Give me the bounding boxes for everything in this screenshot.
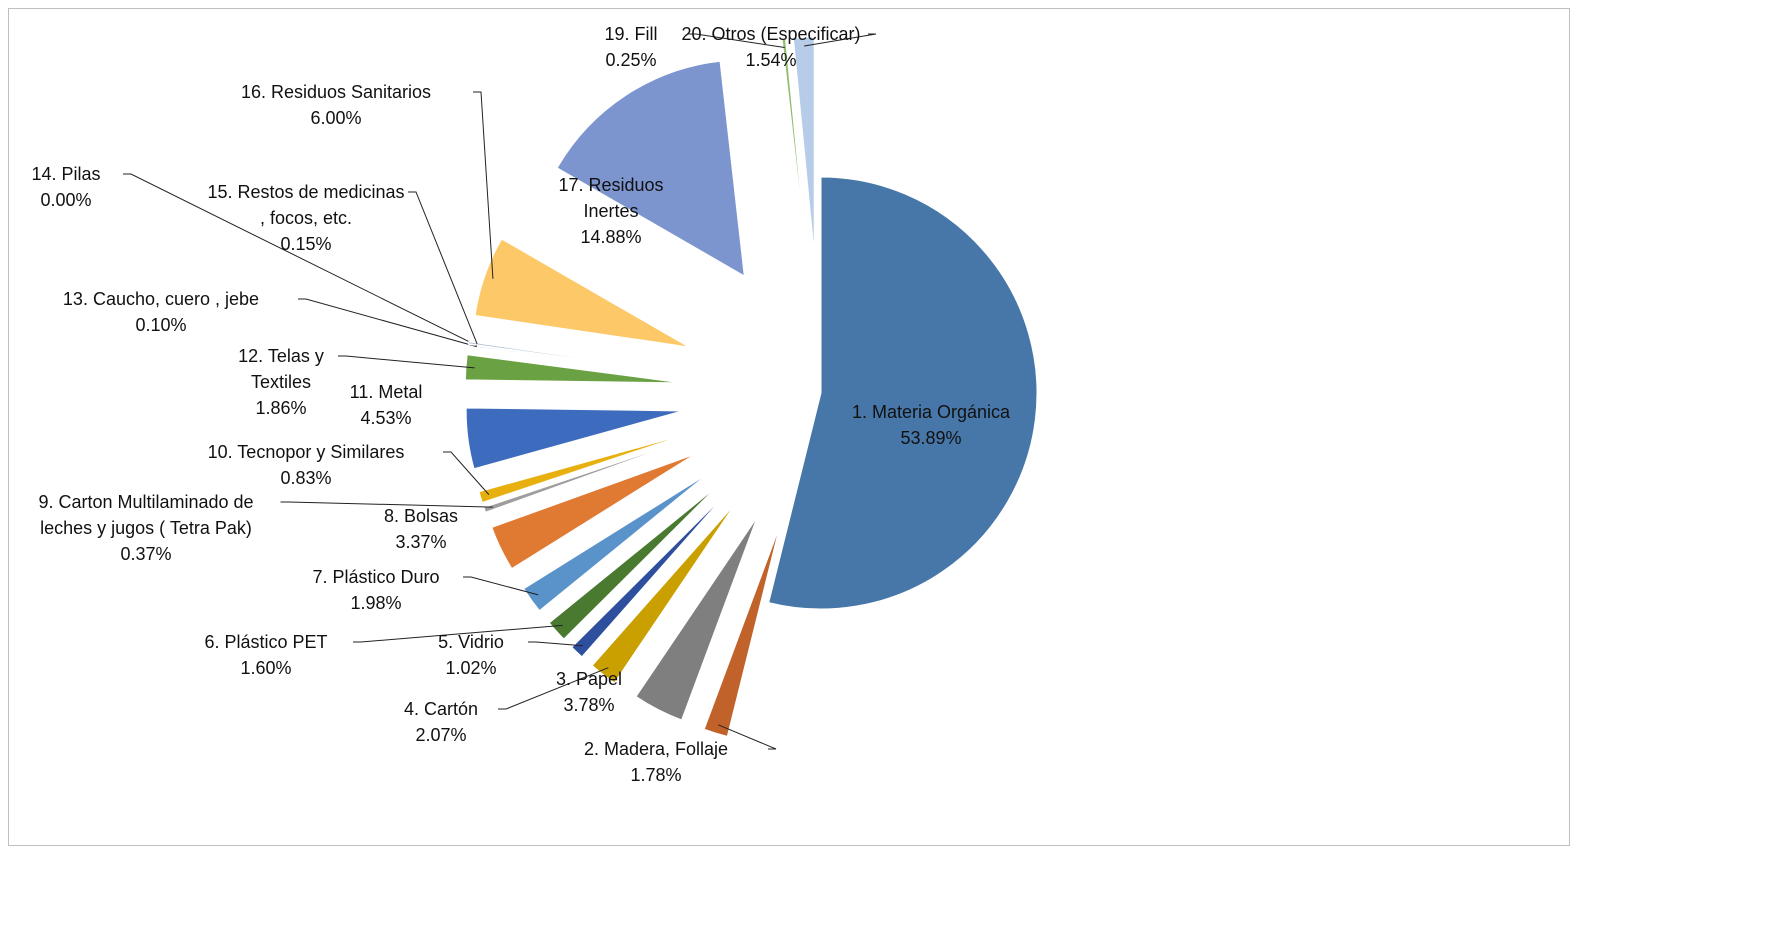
leader-line [804, 33, 877, 47]
data-label: 17. Residuos Inertes 14.88% [541, 172, 681, 250]
leader-line [688, 33, 785, 49]
data-label: 12. Telas y Textiles 1.86% [226, 343, 336, 421]
slice-value: 1.86% [255, 398, 307, 418]
pie-slice [478, 433, 688, 504]
leader-line [298, 298, 477, 348]
slice-name: 11. Metal [349, 382, 423, 402]
data-label: 5. Vidrio 1.02% [416, 629, 526, 681]
slice-value: 0.00% [40, 190, 92, 210]
slice-name: 7. Plástico Duro [312, 567, 440, 587]
data-label: 4. Cartón 2.07% [386, 696, 496, 748]
leader-line [280, 501, 493, 508]
leader-line [528, 641, 583, 647]
leader-line [463, 576, 539, 596]
data-label: 7. Plástico Duro 1.98% [291, 564, 461, 616]
pie-slice [768, 176, 1038, 610]
pie-slice [467, 341, 683, 374]
slice-value: 0.25% [605, 50, 657, 70]
slice-value: 0.37% [120, 544, 172, 564]
slice-value: 0.83% [280, 468, 332, 488]
pie-slice [556, 60, 745, 277]
data-label: 19. Fill 0.25% [576, 21, 686, 73]
pie-slice [792, 36, 815, 254]
data-label: 14. Pilas 0.00% [11, 161, 121, 213]
slice-name: 1. Materia Orgánica [851, 402, 1011, 422]
pie-plot [123, 33, 1038, 750]
slice-name: 10. Tecnopor y Similares [207, 442, 405, 462]
slice-name: 5. Vidrio [438, 632, 504, 652]
pie-slice [483, 438, 689, 513]
pie-slice [548, 486, 718, 640]
leader-line [353, 624, 563, 643]
slice-value: 0.15% [280, 234, 332, 254]
slice-name: 16. Residuos Sanitarios [240, 82, 432, 102]
slice-name: 15. Restos de medicinas , focos, etc. [207, 182, 405, 228]
slice-value: 1.78% [630, 765, 682, 785]
data-label: 13. Caucho, cuero , jebe 0.10% [26, 286, 296, 338]
data-label: 20. Otros (Especificar) 1.54% [676, 21, 866, 73]
data-label: 16. Residuos Sanitarios 6.00% [201, 79, 471, 131]
data-label: 9. Carton Multilaminado de leches y jugo… [14, 489, 279, 567]
slice-name: 8. Bolsas [383, 506, 459, 526]
data-label: 15. Restos de medicinas , focos, etc. 0.1… [206, 179, 406, 257]
leader-line [473, 91, 494, 279]
slice-name: 17. Residuos Inertes [558, 175, 664, 221]
data-label: 2. Madera, Follaje 1.78% [546, 736, 766, 788]
pie-slice [523, 473, 708, 612]
data-label: 11. Metal 4.53% [331, 379, 441, 431]
pie-slice [474, 238, 690, 348]
slice-value: 4.53% [360, 408, 412, 428]
slice-value: 1.60% [240, 658, 292, 678]
leader-line [123, 173, 478, 347]
slice-value: 3.78% [563, 695, 615, 715]
pie-slice [781, 38, 807, 254]
chart-frame: 1. Materia Orgánica 53.89% 2. Madera, Foll… [8, 8, 1570, 846]
data-label: 3. Papel 3.78% [534, 666, 644, 718]
data-label: 10. Tecnopor y Similares 0.83% [171, 439, 441, 491]
pie-slice [491, 453, 696, 570]
leader-line [498, 667, 609, 710]
pie-slice [465, 407, 683, 470]
pie-slice [703, 526, 781, 737]
pie-slice [635, 517, 758, 721]
pie-slice [591, 503, 736, 684]
slice-name: 19. Fill [604, 24, 658, 44]
slice-value: 3.37% [395, 532, 447, 552]
slice-value: 1.98% [350, 593, 402, 613]
slice-name: 4. Cartón [403, 699, 479, 719]
slice-value: 14.88% [580, 227, 642, 247]
data-label: 6. Plástico PET 1.60% [181, 629, 351, 681]
slice-value: 1.54% [745, 50, 797, 70]
data-label: 1. Materia Orgánica 53.89% [831, 399, 1031, 451]
data-label: 8. Bolsas 3.37% [366, 503, 476, 555]
slice-value: 53.89% [900, 428, 962, 448]
slice-name: 13. Caucho, cuero , jebe [62, 289, 260, 309]
slice-name: 12. Telas y Textiles [238, 346, 324, 392]
slice-name: 20. Otros (Especificar) [681, 24, 861, 44]
slice-value: 1.02% [445, 658, 497, 678]
slice-value: 0.10% [135, 315, 187, 335]
pie-slice [571, 494, 726, 658]
slice-name: 3. Papel [555, 669, 623, 689]
leader-line [408, 191, 478, 345]
slice-name: 14. Pilas [31, 164, 101, 184]
leader-line [443, 451, 490, 495]
leader-line [338, 355, 475, 369]
slice-value: 6.00% [310, 108, 362, 128]
leader-line [718, 724, 777, 750]
slice-name: 6. Plástico PET [204, 632, 328, 652]
slice-value: 2.07% [415, 725, 467, 745]
slice-name: 2. Madera, Follaje [583, 739, 729, 759]
slice-name: 9. Carton Multilaminado de leches y jugo… [38, 492, 254, 538]
